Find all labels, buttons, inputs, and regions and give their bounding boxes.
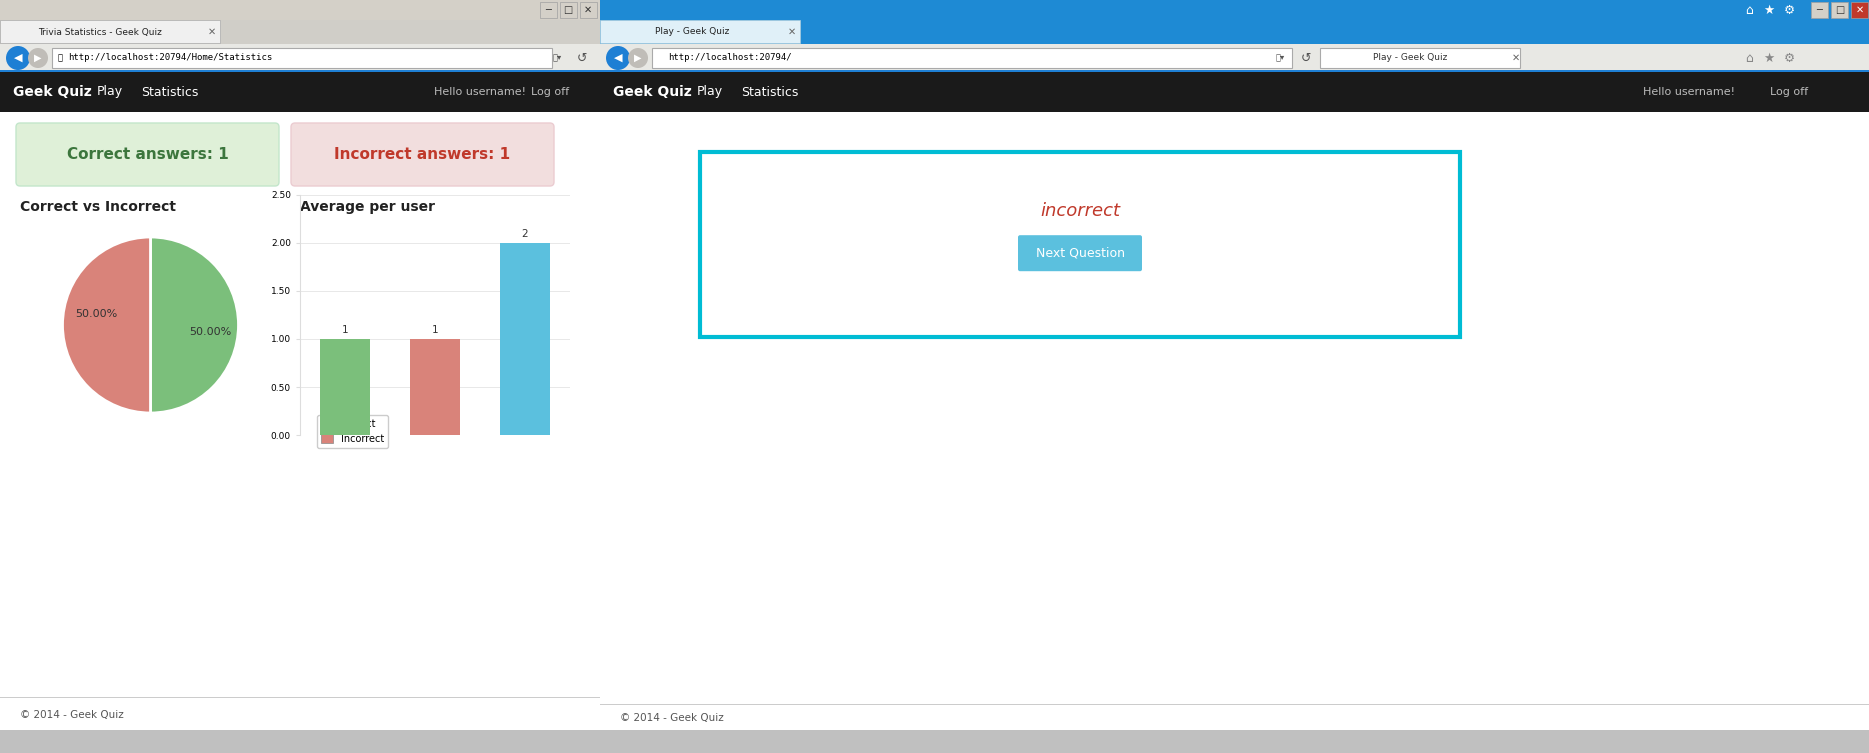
Bar — [600, 72, 1869, 112]
Text: ✕: ✕ — [583, 5, 592, 15]
Text: © 2014 - Geek Quiz: © 2014 - Geek Quiz — [21, 710, 123, 720]
Legend: Correct, Incorrect, Total: Correct, Incorrect, Total — [604, 387, 667, 431]
Bar — [1320, 48, 1519, 68]
Wedge shape — [151, 237, 239, 413]
Wedge shape — [62, 237, 151, 413]
FancyBboxPatch shape — [17, 123, 278, 186]
Text: Hello username!: Hello username! — [1643, 87, 1734, 97]
Text: Correct answers: 1: Correct answers: 1 — [67, 147, 228, 162]
FancyBboxPatch shape — [292, 123, 553, 186]
Bar — [0, 112, 600, 730]
Text: Play: Play — [97, 86, 123, 99]
Text: Statistics: Statistics — [142, 86, 198, 99]
Circle shape — [6, 46, 30, 70]
Text: Geek Quiz: Geek Quiz — [13, 85, 92, 99]
Bar — [600, 704, 1869, 705]
Text: ▶: ▶ — [34, 53, 41, 63]
Text: ✕: ✕ — [207, 27, 217, 37]
Text: © 2014 - Geek Quiz: © 2014 - Geek Quiz — [621, 713, 723, 723]
Text: ⚙: ⚙ — [1783, 4, 1794, 17]
Text: ★: ★ — [1762, 51, 1776, 65]
Text: 🗋: 🗋 — [58, 53, 64, 62]
Bar — [0, 72, 600, 112]
Bar — [0, 0, 600, 20]
Text: 1: 1 — [432, 325, 439, 335]
Text: ↺: ↺ — [1301, 51, 1312, 65]
Text: ─: ─ — [546, 5, 551, 15]
Text: 🔍▾: 🔍▾ — [553, 53, 561, 62]
Text: Incorrect answers: 1: Incorrect answers: 1 — [335, 147, 510, 162]
Bar — [1832, 2, 1848, 18]
Text: Statistics: Statistics — [742, 86, 798, 99]
Text: ◀: ◀ — [13, 53, 22, 63]
FancyBboxPatch shape — [701, 152, 1460, 337]
Text: Correct vs Incorrect: Correct vs Incorrect — [21, 200, 176, 214]
Text: Next Question: Next Question — [1035, 247, 1125, 260]
Text: □: □ — [1835, 5, 1845, 15]
Bar — [1811, 2, 1828, 18]
Text: ★: ★ — [1762, 4, 1776, 17]
Legend: Correct, Incorrect: Correct, Incorrect — [318, 415, 387, 448]
Text: □: □ — [563, 5, 572, 15]
Text: http://localhost:20794/Home/Statistics: http://localhost:20794/Home/Statistics — [67, 53, 273, 62]
Text: ✕: ✕ — [789, 27, 796, 37]
Text: ◀: ◀ — [613, 53, 622, 63]
Text: ⌂: ⌂ — [1746, 4, 1753, 17]
Text: Play - Geek Quiz: Play - Geek Quiz — [1374, 53, 1447, 62]
Bar — [561, 2, 578, 18]
Text: ▶: ▶ — [634, 53, 641, 63]
Bar — [652, 48, 1291, 68]
Text: 50.00%: 50.00% — [189, 327, 232, 337]
Bar — [600, 20, 800, 43]
Circle shape — [606, 46, 630, 70]
Bar — [600, 70, 1869, 72]
Text: 1: 1 — [342, 325, 348, 335]
Circle shape — [628, 48, 649, 68]
Text: ↺: ↺ — [578, 51, 587, 65]
Bar — [0, 20, 600, 44]
Text: Log off: Log off — [531, 87, 568, 97]
Bar — [600, 112, 1869, 730]
Bar — [600, 0, 1869, 20]
Bar — [52, 48, 551, 68]
Bar — [579, 2, 596, 18]
Bar — [320, 339, 370, 435]
Text: ✕: ✕ — [1856, 5, 1863, 15]
Text: Play: Play — [697, 86, 723, 99]
Text: ─: ─ — [1817, 5, 1822, 15]
Bar — [600, 20, 1869, 44]
Bar — [600, 44, 1869, 72]
Text: 50.00%: 50.00% — [75, 309, 118, 319]
Bar — [0, 44, 600, 72]
Text: http://localhost:20794/: http://localhost:20794/ — [667, 53, 792, 62]
Text: Trivia Statistics - Geek Quiz: Trivia Statistics - Geek Quiz — [37, 28, 163, 36]
Bar — [411, 339, 460, 435]
Bar — [0, 20, 221, 43]
Bar — [1850, 2, 1867, 18]
Text: Geek Quiz: Geek Quiz — [613, 85, 692, 99]
Text: 2: 2 — [521, 229, 529, 239]
Text: Play - Geek Quiz: Play - Geek Quiz — [654, 28, 729, 36]
Bar — [540, 2, 557, 18]
Bar — [501, 243, 549, 435]
Text: Average per user: Average per user — [301, 200, 435, 214]
Circle shape — [28, 48, 49, 68]
Text: 🔍▾: 🔍▾ — [1275, 53, 1284, 62]
Text: Hello username!: Hello username! — [434, 87, 525, 97]
Text: ⚙: ⚙ — [1783, 51, 1794, 65]
Text: Log off: Log off — [1770, 87, 1807, 97]
FancyBboxPatch shape — [1019, 235, 1142, 271]
Text: ✕: ✕ — [1512, 53, 1519, 63]
Text: incorrect: incorrect — [1039, 203, 1120, 220]
Text: ⌂: ⌂ — [1746, 51, 1753, 65]
Bar — [0, 697, 600, 698]
Bar — [0, 70, 600, 72]
